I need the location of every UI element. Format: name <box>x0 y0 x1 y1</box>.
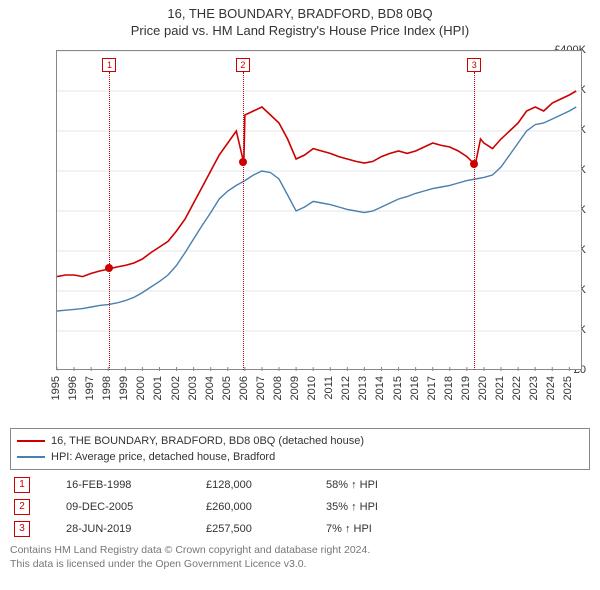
sales-row: 1 16-FEB-1998£128,00058% ↑ HPI <box>10 474 590 496</box>
sale-marker-box: 2 <box>236 58 250 72</box>
chart-area: £0£50K£100K£150K£200K£250K£300K£350K£400… <box>10 42 590 422</box>
legend-swatch <box>17 456 45 458</box>
xtick-label: 2010 <box>306 376 318 400</box>
legend-label: 16, THE BOUNDARY, BRADFORD, BD8 0BQ (det… <box>51 435 364 447</box>
xtick-label: 2019 <box>460 376 472 400</box>
xtick-label: 1995 <box>50 376 62 400</box>
xtick-label: 2016 <box>409 376 421 400</box>
sales-hpi: 7% ↑ HPI <box>326 523 590 535</box>
xtick-label: 1998 <box>101 376 113 400</box>
xtick-label: 2007 <box>255 376 267 400</box>
xtick-label: 2000 <box>135 376 147 400</box>
xtick-label: 2006 <box>238 376 250 400</box>
xtick-label: 2005 <box>221 376 233 400</box>
xtick-label: 2014 <box>374 376 386 400</box>
sale-marker-vline <box>243 72 244 370</box>
sale-marker-vline <box>109 72 110 370</box>
sales-price: £257,500 <box>206 523 326 535</box>
sales-date: 09-DEC-2005 <box>66 501 206 513</box>
sales-num-box: 3 <box>14 521 30 537</box>
xtick-label: 2023 <box>528 376 540 400</box>
sales-table: 1 16-FEB-1998£128,00058% ↑ HPI 2 09-DEC-200… <box>10 474 590 540</box>
xtick-label: 2009 <box>289 376 301 400</box>
xtick-label: 2017 <box>426 376 438 400</box>
sale-marker-box: 3 <box>467 58 481 72</box>
legend-row: 16, THE BOUNDARY, BRADFORD, BD8 0BQ (det… <box>17 433 583 449</box>
xtick-label: 2012 <box>340 376 352 400</box>
sale-marker-dot <box>239 158 247 166</box>
legend: 16, THE BOUNDARY, BRADFORD, BD8 0BQ (det… <box>10 428 590 470</box>
xtick-label: 2020 <box>477 376 489 400</box>
plot-svg <box>57 51 583 371</box>
xtick-label: 1996 <box>67 376 79 400</box>
series-hpi <box>57 107 576 311</box>
xtick-label: 2015 <box>392 376 404 400</box>
xtick-label: 2018 <box>443 376 455 400</box>
sales-price: £260,000 <box>206 501 326 513</box>
sale-marker-dot <box>105 264 113 272</box>
legend-swatch <box>17 440 45 442</box>
sales-hpi: 35% ↑ HPI <box>326 501 590 513</box>
xtick-label: 2024 <box>545 376 557 400</box>
footer-line2: This data is licensed under the Open Gov… <box>10 558 590 572</box>
sales-date: 28-JUN-2019 <box>66 523 206 535</box>
sales-row: 2 09-DEC-2005£260,00035% ↑ HPI <box>10 496 590 518</box>
sales-price: £128,000 <box>206 479 326 491</box>
xtick-label: 1999 <box>118 376 130 400</box>
chart-title-sub: Price paid vs. HM Land Registry's House … <box>0 21 600 42</box>
xtick-label: 2008 <box>272 376 284 400</box>
sale-marker-dot <box>470 160 478 168</box>
xtick-label: 2022 <box>511 376 523 400</box>
chart-title-address: 16, THE BOUNDARY, BRADFORD, BD8 0BQ <box>0 0 600 21</box>
plot-area <box>56 50 582 370</box>
sales-date: 16-FEB-1998 <box>66 479 206 491</box>
sales-num-box: 2 <box>14 499 30 515</box>
series-price_paid <box>57 91 576 277</box>
xtick-label: 2021 <box>494 376 506 400</box>
legend-label: HPI: Average price, detached house, Brad… <box>51 451 275 463</box>
footer-line1: Contains HM Land Registry data © Crown c… <box>10 544 590 558</box>
sale-marker-vline <box>474 72 475 370</box>
xtick-label: 2011 <box>323 376 335 400</box>
xtick-label: 1997 <box>84 376 96 400</box>
legend-row: HPI: Average price, detached house, Brad… <box>17 449 583 465</box>
xtick-label: 2001 <box>152 376 164 400</box>
xtick-label: 2002 <box>170 376 182 400</box>
xtick-label: 2013 <box>357 376 369 400</box>
sales-hpi: 58% ↑ HPI <box>326 479 590 491</box>
footer-attribution: Contains HM Land Registry data © Crown c… <box>10 544 590 571</box>
sale-marker-box: 1 <box>102 58 116 72</box>
sales-num-box: 1 <box>14 477 30 493</box>
xtick-label: 2025 <box>562 376 574 400</box>
xtick-label: 2004 <box>204 376 216 400</box>
sales-row: 3 28-JUN-2019£257,5007% ↑ HPI <box>10 518 590 540</box>
xtick-label: 2003 <box>187 376 199 400</box>
